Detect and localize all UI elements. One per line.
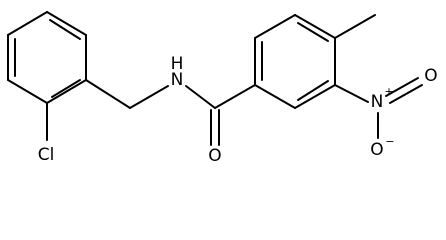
atom-label: H bbox=[171, 54, 184, 74]
atom-label: Cl bbox=[38, 145, 55, 165]
atom-label: O bbox=[424, 66, 437, 86]
atom-label: N bbox=[171, 70, 184, 90]
bonds bbox=[7, 11, 423, 146]
atom-label: N bbox=[371, 92, 384, 112]
atom-label: O bbox=[208, 146, 221, 166]
atom-label: O bbox=[370, 140, 383, 160]
charge: + bbox=[384, 85, 393, 98]
charge: − bbox=[385, 135, 394, 148]
structure: H N Cl O N + O O − bbox=[7, 11, 438, 166]
